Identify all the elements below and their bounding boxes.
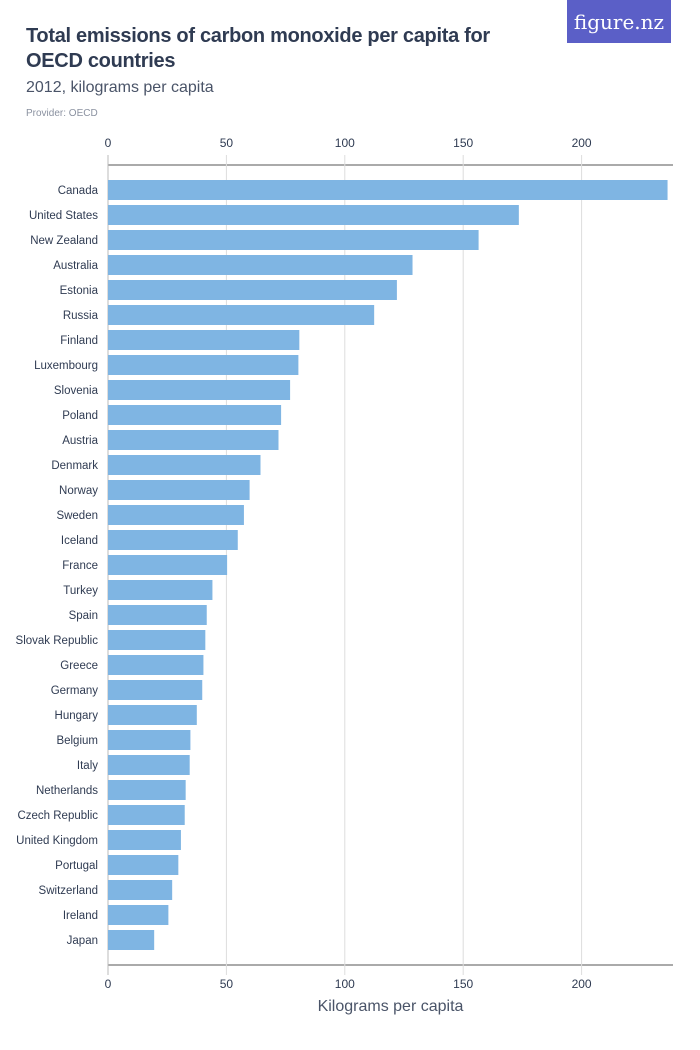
- chart-subtitle: 2012, kilograms per capita: [26, 79, 214, 96]
- category-label: Iceland: [61, 535, 98, 547]
- x-axis-label: Kilograms per capita: [317, 998, 464, 1015]
- bar: [108, 180, 668, 200]
- x-tick-label-bottom: 100: [335, 977, 355, 991]
- category-label: Hungary: [55, 710, 99, 722]
- category-label: Finland: [60, 335, 98, 347]
- bar: [108, 480, 250, 500]
- bar: [108, 455, 261, 475]
- bar: [108, 730, 191, 750]
- category-label: Belgium: [56, 735, 98, 747]
- bar: [108, 855, 179, 875]
- bar: [108, 655, 204, 675]
- bar: [108, 505, 244, 525]
- bar: [108, 530, 238, 550]
- bar: [108, 830, 181, 850]
- category-label: Austria: [62, 435, 98, 447]
- category-label: Russia: [63, 310, 99, 322]
- category-label: United Kingdom: [16, 835, 98, 847]
- category-label: Estonia: [60, 285, 99, 297]
- provider-label: Provider: OECD: [26, 108, 98, 119]
- bar: [108, 430, 279, 450]
- category-label: Czech Republic: [17, 810, 98, 822]
- x-tick-label-bottom: 200: [572, 977, 592, 991]
- category-label: Portugal: [55, 860, 98, 872]
- bar: [108, 680, 203, 700]
- bar: [108, 905, 169, 925]
- bar: [108, 330, 300, 350]
- category-label: Germany: [51, 685, 99, 697]
- bar: [108, 230, 479, 250]
- bar: [108, 630, 206, 650]
- bar: [108, 355, 299, 375]
- bar: [108, 805, 185, 825]
- bar: [108, 705, 197, 725]
- x-tick-label-bottom: 50: [220, 977, 234, 991]
- category-label: Poland: [62, 410, 98, 422]
- category-label: Spain: [69, 610, 98, 622]
- category-label: Slovak Republic: [16, 635, 99, 647]
- bar: [108, 205, 519, 225]
- category-label: France: [62, 560, 98, 572]
- x-tick-label-top: 200: [572, 136, 592, 150]
- category-label: Luxembourg: [34, 360, 98, 372]
- bar: [108, 380, 291, 400]
- x-tick-label-top: 150: [453, 136, 473, 150]
- figure-nz-logo[interactable]: figure.nz: [567, 0, 671, 43]
- category-label: Norway: [59, 485, 98, 497]
- bar: [108, 780, 186, 800]
- x-tick-label-top: 0: [105, 136, 112, 150]
- category-label: Canada: [58, 185, 99, 197]
- bar: [108, 305, 375, 325]
- bar: [108, 605, 207, 625]
- bar: [108, 405, 282, 425]
- category-label: Switzerland: [39, 885, 98, 897]
- category-label: Netherlands: [36, 785, 98, 797]
- category-label: Italy: [77, 760, 98, 772]
- category-label: Japan: [67, 935, 98, 947]
- bar: [108, 930, 155, 950]
- bar: [108, 580, 213, 600]
- x-tick-label-top: 50: [220, 136, 234, 150]
- category-label: Denmark: [51, 460, 98, 472]
- category-label: United States: [29, 210, 98, 222]
- bar: [108, 880, 173, 900]
- category-label: Australia: [53, 260, 98, 272]
- bar: [108, 755, 190, 775]
- category-label: New Zealand: [30, 235, 98, 247]
- category-label: Sweden: [56, 510, 98, 522]
- x-tick-label-bottom: 150: [453, 977, 473, 991]
- category-label: Ireland: [63, 910, 98, 922]
- chart-title: Total emissions of carbon monoxide per c…: [26, 25, 490, 72]
- bar: [108, 255, 413, 275]
- bar: [108, 280, 397, 300]
- category-label: Turkey: [63, 585, 98, 597]
- category-label: Greece: [60, 660, 98, 672]
- x-tick-label-top: 100: [335, 136, 355, 150]
- bar: [108, 555, 228, 575]
- x-tick-label-bottom: 0: [105, 977, 112, 991]
- category-label: Slovenia: [54, 385, 99, 397]
